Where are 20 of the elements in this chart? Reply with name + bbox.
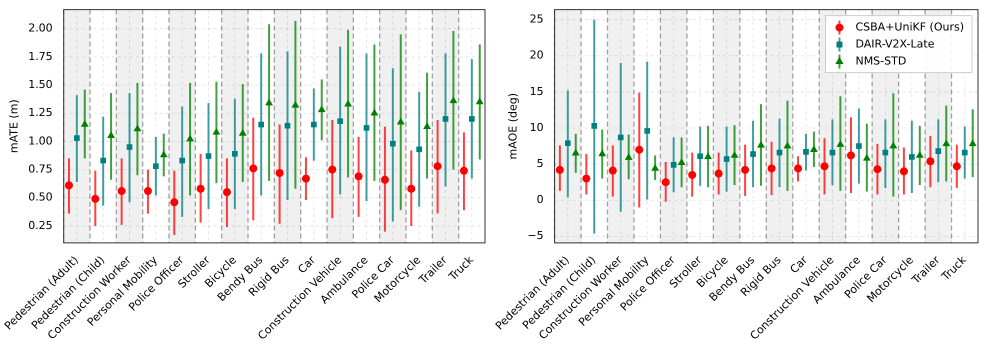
y-axis-title: mATE (m) bbox=[7, 99, 20, 154]
y-tick-label: 1.25 bbox=[28, 106, 53, 120]
y-tick-label: 0.25 bbox=[28, 218, 53, 232]
y-axis-title: mAOE (deg) bbox=[506, 92, 520, 160]
y-tick-label: 1.75 bbox=[28, 50, 53, 63]
y-tick-label: 20 bbox=[530, 48, 544, 62]
legend-label: CSBA+UniKF (Ours) bbox=[855, 20, 964, 34]
y-tick-label: 15 bbox=[530, 84, 544, 98]
legend-label: NMS-STD bbox=[855, 54, 906, 68]
y-tick-label: 1.00 bbox=[28, 134, 53, 148]
y-tick-label: 10 bbox=[530, 120, 544, 134]
y-tick-label: 1.50 bbox=[28, 78, 53, 91]
legend-label: DAIR-V2X-Late bbox=[855, 37, 935, 50]
y-tick-label: 0 bbox=[536, 193, 544, 206]
y-tick-label: 25 bbox=[530, 12, 544, 26]
y-tick-label: 2.00 bbox=[28, 22, 53, 35]
y-tick-label: 5 bbox=[536, 157, 544, 170]
y-tick-label: −5 bbox=[527, 229, 544, 242]
y-tick-label: 0.75 bbox=[28, 162, 53, 176]
y-tick-label: 0.50 bbox=[28, 190, 53, 204]
